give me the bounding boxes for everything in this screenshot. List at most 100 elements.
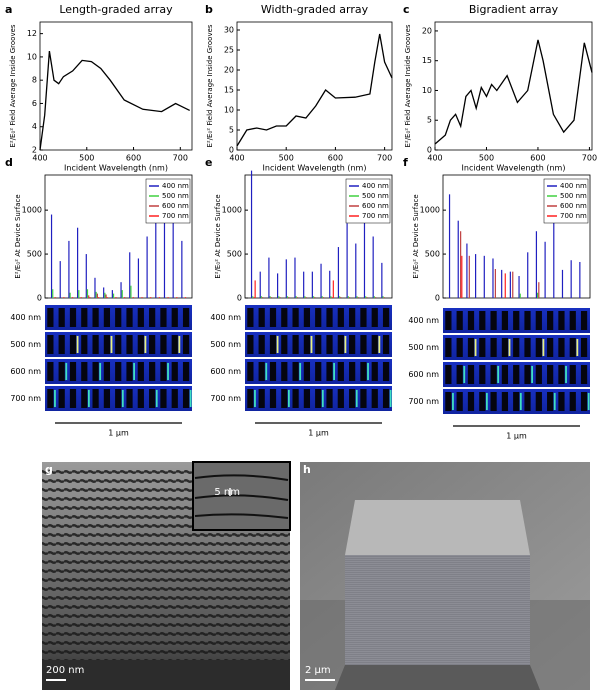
map-groove — [326, 362, 333, 381]
x-tick-label: 600 — [126, 154, 141, 163]
map-row-label: 400 nm — [10, 313, 41, 322]
field-map — [245, 332, 392, 357]
map-groove — [69, 362, 77, 381]
map-groove — [81, 335, 88, 354]
map-groove — [58, 308, 65, 327]
y-tick-label: 4 — [32, 122, 37, 131]
data-line — [434, 39, 593, 145]
map-hotspot — [389, 390, 392, 407]
map-groove — [337, 308, 344, 327]
x-tick-label: 400 — [229, 154, 244, 163]
map-groove — [513, 365, 520, 384]
map-hotspot — [321, 390, 324, 407]
map-hotspot — [367, 363, 369, 380]
map-groove — [137, 308, 144, 327]
map-hotspot — [519, 393, 522, 410]
map-groove — [103, 335, 111, 354]
map-groove — [126, 389, 133, 408]
map-groove — [182, 362, 190, 381]
map-hotspot — [189, 390, 192, 407]
y-tick-label: 500 — [425, 250, 440, 259]
map-groove — [149, 335, 156, 354]
map-groove — [479, 392, 486, 411]
map-groove — [247, 389, 254, 408]
map-groove — [258, 335, 265, 354]
map-groove — [281, 335, 288, 354]
map-groove — [456, 365, 463, 384]
map-groove — [580, 338, 588, 357]
map-row-label: 700 nm — [408, 397, 439, 406]
map-groove — [513, 338, 520, 357]
map-groove — [281, 362, 288, 381]
legend-label: 400 nm — [560, 182, 587, 190]
map-groove — [292, 362, 299, 381]
map-row-label: 600 nm — [210, 367, 241, 376]
map-groove — [126, 335, 133, 354]
map-groove — [92, 362, 99, 381]
map-groove — [580, 392, 588, 411]
map-groove — [479, 338, 486, 357]
field-map — [245, 386, 392, 411]
map-groove — [501, 311, 509, 330]
map-groove — [47, 389, 54, 408]
map-groove — [126, 308, 133, 327]
y-tick-label: 1000 — [22, 206, 42, 215]
map-groove — [558, 311, 565, 330]
map-groove — [513, 392, 520, 411]
map-groove — [360, 308, 367, 327]
map-groove — [467, 338, 475, 357]
y-tick-label: 6 — [32, 99, 37, 108]
plot-frame — [236, 21, 393, 151]
map-hotspot — [87, 390, 90, 407]
y-tick-label: 30 — [224, 26, 234, 35]
map-groove — [569, 311, 576, 330]
map-hotspot — [54, 390, 56, 407]
x-tick-label: 500 — [279, 154, 294, 163]
map-groove — [490, 311, 497, 330]
map-groove — [569, 392, 576, 411]
map-groove — [58, 362, 65, 381]
y-axis-label: E²/E₀² Field Average Inside Grooves — [404, 24, 412, 147]
map-hotspot — [497, 366, 500, 383]
y-tick-label: 12 — [27, 29, 37, 38]
map-groove — [81, 362, 88, 381]
map-hotspot — [355, 390, 358, 407]
map-groove — [456, 311, 463, 330]
map-groove — [535, 365, 542, 384]
map-groove — [247, 362, 254, 381]
map-groove — [445, 338, 452, 357]
map-hotspot — [178, 336, 181, 353]
x-tick-label: 600 — [530, 154, 545, 163]
legend-label: 700 nm — [362, 212, 389, 220]
map-groove — [303, 335, 311, 354]
y-tick-label: 0 — [435, 294, 440, 303]
sem-image — [300, 462, 590, 690]
map-groove — [382, 335, 390, 354]
legend-label: 500 nm — [162, 192, 189, 200]
map-groove — [524, 392, 531, 411]
field-map — [45, 305, 192, 330]
map-groove — [337, 335, 344, 354]
x-tick-label: 600 — [328, 154, 343, 163]
map-groove — [371, 308, 378, 327]
map-row-label: 500 nm — [10, 340, 41, 349]
tem-image — [42, 461, 291, 690]
panel-letter: b — [205, 3, 213, 16]
map-groove — [326, 335, 333, 354]
map-groove — [137, 362, 144, 381]
x-tick-label: 500 — [479, 154, 494, 163]
map-groove — [547, 365, 554, 384]
y-tick-label: 1000 — [420, 206, 440, 215]
field-map — [443, 389, 590, 414]
y-tick-label: 2 — [32, 146, 37, 155]
map-groove — [580, 365, 588, 384]
panel-letter: a — [5, 3, 12, 16]
map-groove — [501, 338, 509, 357]
map-groove — [58, 335, 65, 354]
map-groove — [115, 362, 122, 381]
map-groove — [349, 308, 356, 327]
y-tick-label: 10 — [27, 52, 37, 61]
map-hotspot — [144, 336, 147, 353]
plot-frame — [44, 174, 193, 299]
map-hotspot — [344, 336, 347, 353]
